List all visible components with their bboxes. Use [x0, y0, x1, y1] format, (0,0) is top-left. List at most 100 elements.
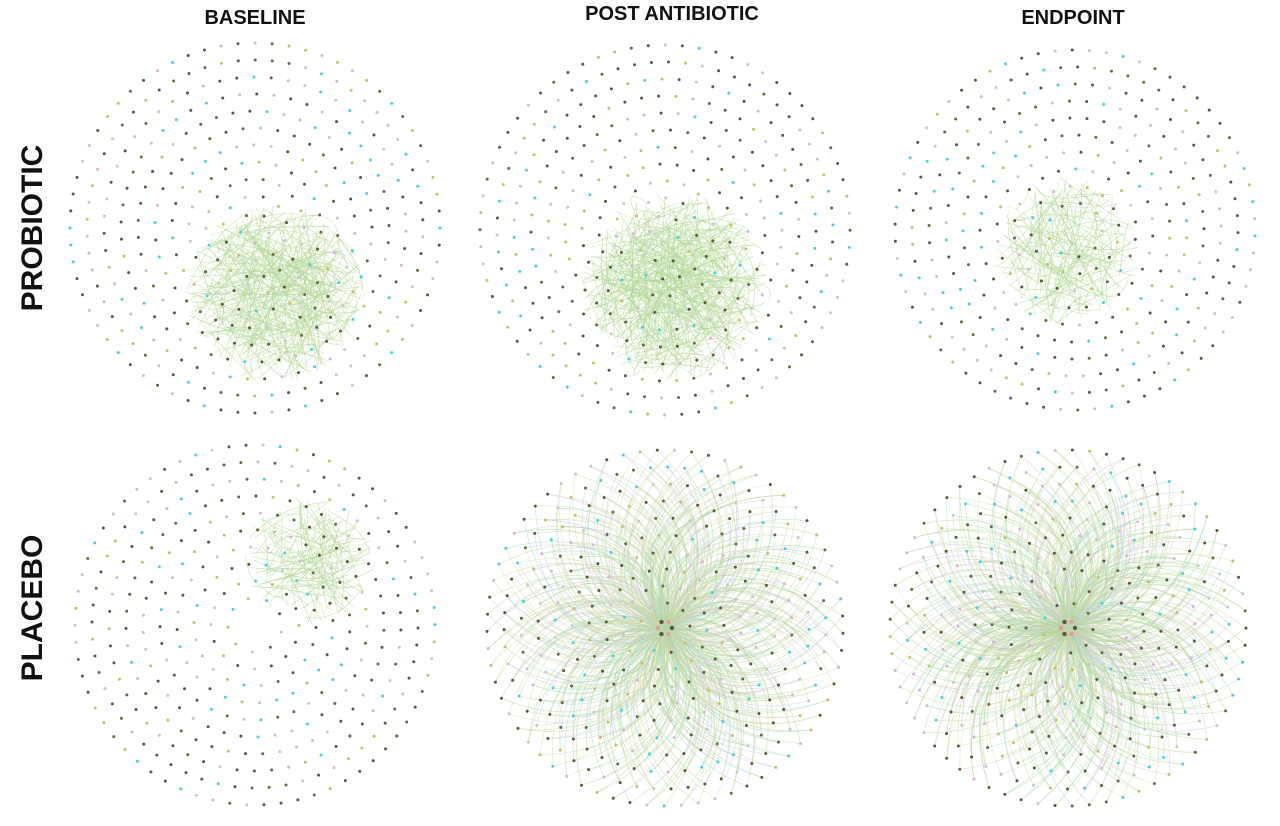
node: [383, 721, 387, 725]
node: [1042, 405, 1046, 409]
edge: [313, 518, 328, 540]
node: [1128, 737, 1132, 741]
node: [164, 591, 168, 595]
node: [739, 465, 743, 469]
node: [659, 111, 663, 115]
node: [902, 172, 906, 176]
node: [971, 333, 975, 337]
node: [1197, 193, 1201, 197]
node: [795, 252, 799, 256]
node: [1167, 703, 1171, 707]
node: [253, 411, 257, 415]
edge: [660, 632, 724, 722]
edge: [314, 517, 354, 537]
node: [1028, 609, 1032, 613]
node: [1148, 123, 1152, 127]
edge: [1066, 623, 1114, 789]
node: [1159, 269, 1163, 273]
node: [692, 169, 696, 173]
node: [1112, 207, 1116, 211]
node: [1120, 189, 1124, 193]
node: [908, 655, 912, 659]
node: [270, 42, 274, 46]
node: [551, 375, 555, 379]
node: [277, 358, 281, 362]
node: [438, 226, 442, 230]
node: [596, 518, 600, 522]
edge: [627, 631, 666, 695]
node: [76, 589, 80, 593]
node: [334, 98, 338, 102]
node: [976, 142, 980, 146]
node: [1167, 361, 1171, 365]
edge: [584, 626, 670, 678]
node: [1018, 592, 1022, 596]
node: [1165, 253, 1169, 257]
node: [392, 577, 396, 581]
edge: [216, 230, 306, 267]
node: [1013, 219, 1017, 223]
node: [1229, 180, 1233, 184]
node: [553, 125, 557, 129]
node: [934, 718, 938, 722]
node: [486, 647, 490, 651]
edge: [210, 282, 273, 312]
edge: [627, 336, 700, 357]
node: [592, 654, 596, 658]
node: [888, 617, 892, 621]
node: [361, 693, 365, 697]
edge: [702, 295, 741, 314]
node: [144, 647, 148, 651]
node: [1053, 448, 1057, 452]
node: [622, 632, 626, 636]
edge: [249, 501, 330, 538]
node: [588, 193, 592, 197]
node: [1202, 580, 1206, 584]
node: [622, 615, 626, 619]
node: [548, 712, 552, 716]
edge: [643, 552, 664, 627]
node: [606, 289, 610, 293]
node: [174, 201, 178, 205]
node: [1043, 616, 1047, 620]
node: [936, 564, 940, 568]
edge: [319, 222, 325, 320]
edge: [631, 232, 650, 361]
node: [517, 694, 521, 698]
edge: [234, 257, 243, 262]
node: [622, 668, 626, 672]
node: [950, 335, 954, 339]
node: [1130, 281, 1134, 285]
node: [707, 206, 711, 210]
node: [230, 323, 234, 327]
node: [557, 310, 561, 314]
edge: [303, 327, 310, 347]
node: [278, 612, 282, 616]
node: [696, 503, 700, 507]
node: [993, 306, 997, 310]
node: [311, 643, 315, 647]
node: [485, 177, 489, 181]
node: [191, 171, 195, 175]
node: [723, 308, 727, 312]
node: [1024, 488, 1028, 492]
node: [209, 707, 213, 711]
node: [718, 144, 722, 148]
node: [590, 160, 594, 164]
edge: [191, 215, 293, 321]
node: [738, 117, 742, 121]
edge: [218, 204, 274, 359]
node: [1216, 258, 1220, 262]
node: [728, 240, 732, 244]
node: [1050, 302, 1054, 306]
edge: [629, 250, 762, 314]
node: [595, 791, 599, 795]
edge: [634, 338, 720, 355]
node: [570, 624, 574, 628]
node: [1187, 588, 1191, 592]
node: [798, 577, 802, 581]
edge: [218, 239, 322, 317]
node: [327, 459, 331, 463]
node: [1162, 756, 1166, 760]
